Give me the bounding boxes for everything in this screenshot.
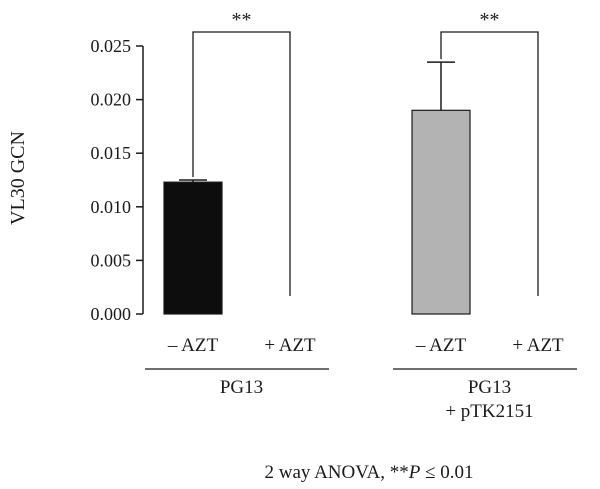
y-tick-label: 0.005: [91, 250, 132, 270]
x-category-label: + AZT: [512, 335, 564, 356]
y-tick-label: 0.015: [91, 143, 132, 163]
bar: [163, 181, 223, 315]
group-label: PG13: [220, 377, 263, 398]
x-category-label: – AZT: [415, 335, 467, 356]
bar-layer: [163, 61, 471, 315]
x-category-label: – AZT: [167, 335, 219, 356]
stats-footnote: 2 way ANOVA, **P ≤ 0.01: [264, 462, 473, 483]
significance-bracket: [192, 31, 291, 296]
footnote-prefix: 2 way ANOVA, **: [264, 462, 408, 483]
bar: [411, 109, 471, 315]
axis-layer: 0.000 0.005 0.010 0.015 0.020 0.025: [91, 36, 144, 324]
y-axis-label: VL30 GCN: [7, 131, 29, 225]
footnote-suffix: ≤ 0.01: [420, 462, 473, 483]
significance-bracket: [440, 31, 539, 296]
group-label: PG13: [468, 377, 511, 398]
y-tick-label: 0.025: [91, 36, 132, 56]
significance-label: **: [232, 9, 252, 31]
y-tick-label: 0.000: [91, 304, 132, 324]
y-tick-label: 0.010: [91, 197, 132, 217]
y-tick-label: 0.020: [91, 90, 132, 110]
significance-label: **: [480, 9, 500, 31]
group-label: + pTK2151: [445, 401, 533, 422]
significance-layer: ** **: [192, 9, 539, 296]
x-category-label: + AZT: [264, 335, 316, 356]
footnote-p: P: [408, 462, 421, 483]
